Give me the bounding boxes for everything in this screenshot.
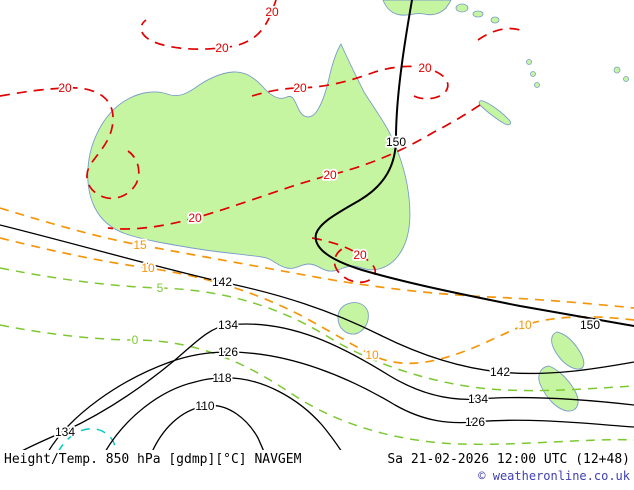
contour-label-5: 5: [157, 281, 164, 295]
product-title: Height/Temp. 850 hPa [gdmp][°C] NAVGEM: [4, 452, 302, 467]
contour-label-142: 142: [212, 275, 232, 289]
contour-label-20: 20: [353, 248, 367, 262]
contour-label-20: 20: [215, 41, 229, 55]
contour-label-20: 20: [58, 81, 72, 95]
contour-label-20: 20: [293, 81, 307, 95]
vanuatu-island-3: [534, 82, 540, 88]
contour-label-10: 10: [141, 261, 155, 275]
valid-time: Sa 21-02-2026 12:00 UTC (12+48): [387, 452, 630, 467]
contour-label-20: 20: [188, 211, 202, 225]
height-contour-134: [19, 323, 634, 452]
contour-label-20: 20: [418, 61, 432, 75]
contour-label-150: 150: [580, 318, 600, 332]
footer-copyright-row: © weatheronline.co.uk: [0, 468, 634, 484]
contour-label-10: 10: [518, 318, 532, 332]
contour-label-126: 126: [465, 415, 485, 429]
height-contours: [0, 0, 634, 452]
temp-contour-0: [0, 324, 634, 446]
contour-label-20: 20: [323, 168, 337, 182]
land-layer: [87, 0, 629, 412]
footer-main-row: Height/Temp. 850 hPa [gdmp][°C] NAVGEM S…: [0, 450, 634, 468]
temp-contour-20-west: [0, 86, 140, 200]
height-contour-126: [47, 351, 634, 452]
contour-label-118: 118: [212, 371, 231, 385]
contour-label-150: 150: [386, 135, 406, 149]
solomon-island-1: [455, 3, 469, 13]
height-contour-150: [314, 0, 634, 327]
fiji-island-2: [623, 76, 629, 82]
australia-landmass: [87, 43, 411, 272]
temp-contour-20-southeast: [311, 237, 377, 283]
solomon-island-3: [490, 16, 500, 24]
new-caledonia: [478, 100, 512, 126]
solomon-island-2: [472, 10, 484, 18]
vanuatu-island-1: [526, 59, 532, 65]
contour-label-110: 110: [195, 399, 214, 413]
contour-label-134: 134: [55, 425, 75, 439]
contour-label-134: 134: [218, 318, 238, 332]
temp-contour-20-top-center: [140, 0, 277, 50]
new-guinea: [382, 0, 452, 16]
temp-contour-20-central: [107, 104, 481, 230]
contour-label-10: 10: [365, 348, 379, 362]
height-contour-142: [0, 224, 634, 375]
temp-contour-20-tropics: [477, 27, 521, 41]
contour-label-142: 142: [490, 365, 510, 379]
contour-label-0: 0: [132, 333, 139, 347]
vanuatu-island-2: [530, 71, 536, 77]
contour-label-15: 15: [133, 238, 147, 252]
contour-label-126: 126: [218, 345, 238, 359]
height-contour-110: [151, 404, 265, 452]
temp-contour-5: [0, 267, 634, 392]
contour-label-20: 20: [265, 5, 279, 19]
fiji-island-1: [613, 66, 621, 74]
nz-north-island: [551, 331, 585, 370]
footer-bar: Height/Temp. 850 hPa [gdmp][°C] NAVGEM S…: [0, 450, 634, 490]
temp-contour-minus5: [57, 428, 116, 452]
height-contour-118: [104, 377, 343, 452]
temperature-contours: [0, 0, 634, 452]
contour-label-134: 134: [468, 392, 488, 406]
copyright-text: © weatheronline.co.uk: [478, 469, 630, 483]
